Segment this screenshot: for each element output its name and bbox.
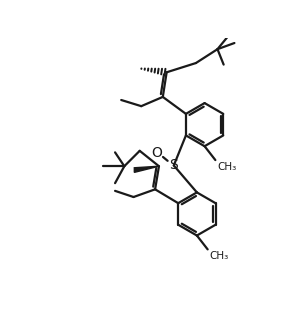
Text: S: S xyxy=(169,158,178,172)
Text: CH₃: CH₃ xyxy=(217,162,236,172)
Polygon shape xyxy=(134,166,159,172)
Text: CH₃: CH₃ xyxy=(209,251,228,261)
Text: O: O xyxy=(151,146,162,160)
